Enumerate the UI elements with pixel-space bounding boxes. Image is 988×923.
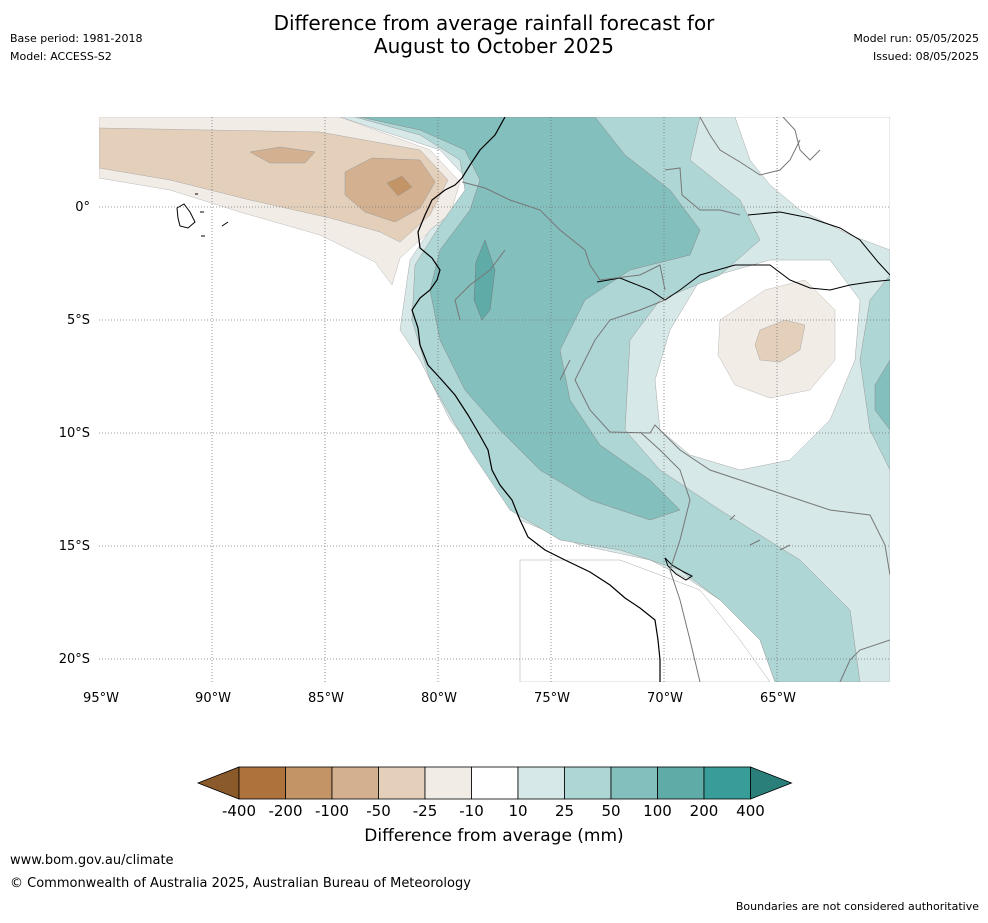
wet-band-25-50-east	[859, 274, 890, 471]
boundaries	[176, 117, 890, 682]
lat-label-5s: 5°S	[67, 313, 90, 328]
wet-band-50-100-east	[874, 359, 890, 431]
dry-band-100-200	[386, 175, 413, 197]
colorbar-tick-label: 25	[555, 802, 574, 820]
issued-text: Issued: 08/05/2025	[872, 50, 979, 63]
colorbar-tick-label: 50	[601, 802, 620, 820]
colorbar-segment	[424, 766, 472, 800]
title-line-2: August to October 2025	[373, 34, 615, 58]
nicaragua-coast	[729, 514, 791, 551]
colorbar-segment	[703, 766, 751, 800]
lake-titicaca	[664, 557, 693, 581]
amazon-river	[596, 264, 890, 301]
lon-label-75w: 75°W	[534, 691, 570, 706]
chart-title: Difference from average rainfall forecas…	[0, 12, 988, 58]
left-metadata: Base period: 1981-2018 Model: ACCESS-S2	[10, 32, 142, 68]
colorbar-tick-label: -10	[459, 802, 484, 820]
lon-label-80w: 80°W	[421, 691, 457, 706]
colorbar-extend-low	[196, 766, 240, 800]
footer-url: www.bom.gov.au/climate	[10, 853, 174, 868]
colorbar-tick-label: 100	[643, 802, 672, 820]
colorbar-segment	[564, 766, 612, 800]
colorbar-segment	[331, 766, 379, 800]
colorbar: -400 -200 -100 -50 -25 -10 10 25 50 100 200 400	[196, 766, 793, 820]
lon-label-90w: 90°W	[195, 691, 231, 706]
lat-labels: 0° 5°S 10°S 15°S 20°S	[59, 200, 90, 667]
graticule	[99, 117, 890, 682]
colorbar-tick-label: -25	[413, 802, 438, 820]
lon-label-85w: 85°W	[308, 691, 344, 706]
colorbar-segment	[517, 766, 565, 800]
lat-label-20s: 20°S	[59, 652, 90, 667]
colorbar-segment	[378, 766, 426, 800]
colorbar-segment	[610, 766, 658, 800]
lat-label-15s: 15°S	[59, 539, 90, 554]
colorbar-tick-label: -400	[222, 802, 256, 820]
footer-copyright: © Commonwealth of Australia 2025, Austra…	[10, 876, 471, 891]
footer-boundaries-note: Boundaries are not considered authoritat…	[735, 900, 979, 913]
title-line-1: Difference from average rainfall forecas…	[273, 11, 715, 35]
lon-label-70w: 70°W	[647, 691, 683, 706]
colorbar-tick-label: 10	[508, 802, 527, 820]
country-borders	[454, 117, 890, 682]
colorbar-tick-label: -100	[315, 802, 349, 820]
dry-inland-25-50	[754, 319, 806, 363]
wet-band-100-200	[473, 239, 496, 321]
galapagos-islands	[176, 193, 229, 237]
coastline	[411, 117, 661, 682]
colorbar-tick-label: 400	[736, 802, 765, 820]
colorbar-segment	[238, 766, 286, 800]
colorbar-segment	[471, 766, 519, 800]
wet-band-50-100	[359, 117, 701, 521]
model-run-text: Model run: 05/05/2025	[853, 32, 979, 45]
colorbar-label: Difference from average (mm)	[364, 826, 624, 846]
colorbar-segment	[657, 766, 705, 800]
negro-river	[747, 211, 890, 276]
right-metadata: Model run: 05/05/2025 Issued: 08/05/2025	[853, 32, 979, 68]
dry-band-50-100	[344, 157, 436, 223]
model-text: Model: ACCESS-S2	[10, 50, 112, 63]
colorbar-tick-label: -50	[366, 802, 391, 820]
dry-band-25-50	[99, 127, 449, 243]
lat-label-10s: 10°S	[59, 426, 90, 441]
lon-label-95w: 95°W	[83, 691, 119, 706]
lon-label-65w: 65°W	[760, 691, 796, 706]
base-period-text: Base period: 1981-2018	[10, 32, 143, 45]
colorbar-extend-high	[750, 766, 793, 800]
dry-band-50-100-small	[249, 146, 316, 164]
colorbar-tick-label: 200	[690, 802, 719, 820]
colorbar-tick-label: -200	[268, 802, 302, 820]
lat-label-0: 0°	[75, 200, 90, 215]
neutral-south	[519, 559, 771, 682]
rainfall-anomaly-field	[99, 117, 890, 682]
colorbar-segment	[285, 766, 333, 800]
lon-labels: 95°W 90°W 85°W 80°W 75°W 70°W 65°W	[83, 691, 796, 706]
